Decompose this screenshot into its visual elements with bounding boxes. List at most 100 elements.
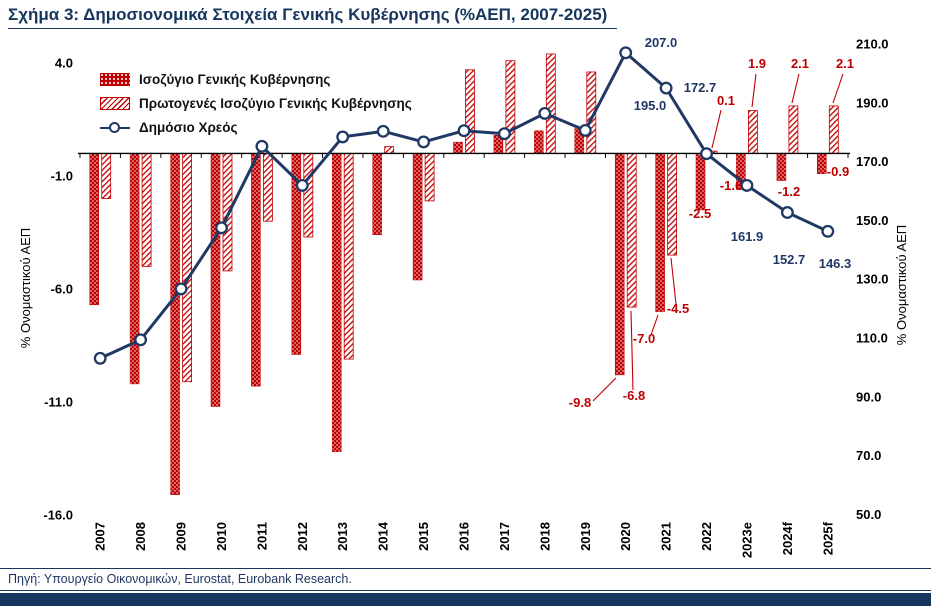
bar-primary-2015 <box>424 152 435 202</box>
left-axis-tick-label: -16.0 <box>43 508 73 523</box>
bar-balance-2024f <box>776 153 787 181</box>
data-label: -0.9 <box>827 164 849 179</box>
x-axis-label-2019: 2019 <box>578 522 593 551</box>
debt-point-2008 <box>134 333 148 347</box>
right-axis-tick-label: 50.0 <box>856 507 881 522</box>
right-axis-tick-label: 210.0 <box>856 37 889 52</box>
bar-balance-2008 <box>129 153 140 385</box>
x-axis-label-2017: 2017 <box>497 522 512 551</box>
bar-primary-2011 <box>262 152 273 222</box>
left-axis-tick-label: -11.0 <box>44 395 73 410</box>
x-axis-label-2014: 2014 <box>376 521 391 551</box>
legend-label-debt: Δημόσιο Χρεός <box>139 120 238 135</box>
data-label: 195.0 <box>634 98 667 113</box>
debt-point-2011 <box>255 139 269 153</box>
right-axis-tick-label: 190.0 <box>856 95 889 110</box>
bar-balance-2020 <box>614 153 625 376</box>
left-axis-tick-label: -6.0 <box>51 282 73 297</box>
left-axis-tick-label: -1.0 <box>51 169 73 184</box>
legend-label-balance: Ισοζύγιο Γενικής Κυβέρνησης <box>139 72 331 87</box>
data-label: -1.6 <box>720 178 742 193</box>
x-axis-label-2007: 2007 <box>93 522 108 551</box>
debt-point-2016 <box>457 124 471 138</box>
x-axis-label-2022: 2022 <box>699 522 714 551</box>
right-axis-tick-label: 130.0 <box>856 272 889 287</box>
bar-balance-2009 <box>170 153 180 495</box>
data-label: -7.0 <box>633 331 655 346</box>
data-label: 2.1 <box>836 56 854 71</box>
x-axis-label-2025f: 2025f <box>820 521 835 555</box>
legend-item-debt: Δημόσιο Χρεός <box>100 120 412 135</box>
bar-balance-2025f <box>817 153 827 174</box>
bar-primary-2008 <box>141 152 152 267</box>
data-label: 2.1 <box>791 56 809 71</box>
bar-balance-2021 <box>655 153 665 312</box>
data-label: 0.1 <box>717 93 735 108</box>
bar-primary-2024f <box>788 105 799 154</box>
legend-swatch-dotted-bar-icon <box>100 73 130 86</box>
right-axis-tick-label: 90.0 <box>856 389 881 404</box>
debt-point-2010 <box>215 221 228 235</box>
debt-point-2015 <box>417 135 431 149</box>
legend-item-balance: Ισοζύγιο Γενικής Κυβέρνησης <box>100 72 412 87</box>
x-axis-label-2011: 2011 <box>254 522 269 550</box>
bar-primary-2023e <box>748 110 758 154</box>
debt-point-2019 <box>578 123 592 137</box>
data-label: -2.5 <box>689 206 711 221</box>
debt-point-2020 <box>619 46 633 60</box>
legend-swatch-line-marker-icon <box>100 121 130 134</box>
right-axis-tick-label: 110.0 <box>856 331 888 346</box>
legend-item-primary-balance: Πρωτογενές Ισοζύγιο Γενικής Κυβέρνησης <box>100 96 412 111</box>
bar-primary-2009 <box>182 152 193 383</box>
legend-label-primary-balance: Πρωτογενές Ισοζύγιο Γενικής Κυβέρνησης <box>139 96 412 111</box>
bar-primary-2014 <box>384 146 395 154</box>
debt-point-2023e <box>740 178 754 192</box>
x-axis-label-2015: 2015 <box>416 522 431 551</box>
bar-primary-2018 <box>545 53 556 154</box>
x-axis-label-2009: 2009 <box>174 522 189 551</box>
debt-point-2018 <box>538 106 552 120</box>
bar-primary-2012 <box>303 152 314 238</box>
debt-point-2017 <box>497 127 511 141</box>
data-label: 152.7 <box>773 252 806 267</box>
annotation-leader <box>650 314 659 336</box>
x-axis-label-2021: 2021 <box>659 522 674 551</box>
right-axis-tick-label: 150.0 <box>856 213 889 228</box>
annotation-leader <box>791 73 800 104</box>
data-label: 172.7 <box>684 80 717 95</box>
bar-primary-2025f <box>828 105 839 154</box>
debt-point-2025f <box>821 224 835 238</box>
footer-top-rule <box>0 568 931 569</box>
footer-band <box>0 593 931 606</box>
debt-point-2012 <box>295 178 309 192</box>
legend-swatch-hatched-bar-icon <box>100 97 130 110</box>
data-label: 207.0 <box>645 35 678 50</box>
x-axis-label-2023e: 2023e <box>739 522 754 558</box>
annotation-leader <box>832 73 844 104</box>
debt-point-2021 <box>659 81 673 95</box>
right-axis-title: % Ονομαστικού ΑΕΠ <box>894 225 909 345</box>
bar-balance-2013 <box>331 153 342 452</box>
data-label: -9.8 <box>569 395 591 410</box>
bar-balance-2015 <box>412 153 423 281</box>
left-axis-tick-label: 4.0 <box>55 56 73 71</box>
bar-primary-2007 <box>101 152 112 199</box>
x-axis-label-2008: 2008 <box>133 522 148 551</box>
source-note: Πηγή: Υπουργείο Οικονομικών, Eurostat, E… <box>8 572 352 586</box>
x-axis-label-2024f: 2024f <box>780 521 795 555</box>
figure-title: Σχήμα 3: Δημοσιονομικά Στοιχεία Γενικής … <box>8 5 618 29</box>
bar-balance-2007 <box>89 153 99 306</box>
x-axis-label-2016: 2016 <box>457 522 472 551</box>
bar-primary-2013 <box>343 152 354 360</box>
debt-point-2022 <box>700 147 713 161</box>
right-axis-tick-label: 70.0 <box>856 448 881 463</box>
bar-balance-2014 <box>372 153 382 236</box>
debt-point-2009 <box>174 282 188 296</box>
footer-bottom-rule <box>0 590 931 591</box>
bar-balance-2016 <box>453 141 463 154</box>
bar-primary-2017 <box>505 60 516 154</box>
x-axis-label-2010: 2010 <box>214 522 229 551</box>
debt-point-2024f <box>780 206 794 219</box>
debt-point-2013 <box>336 130 350 144</box>
